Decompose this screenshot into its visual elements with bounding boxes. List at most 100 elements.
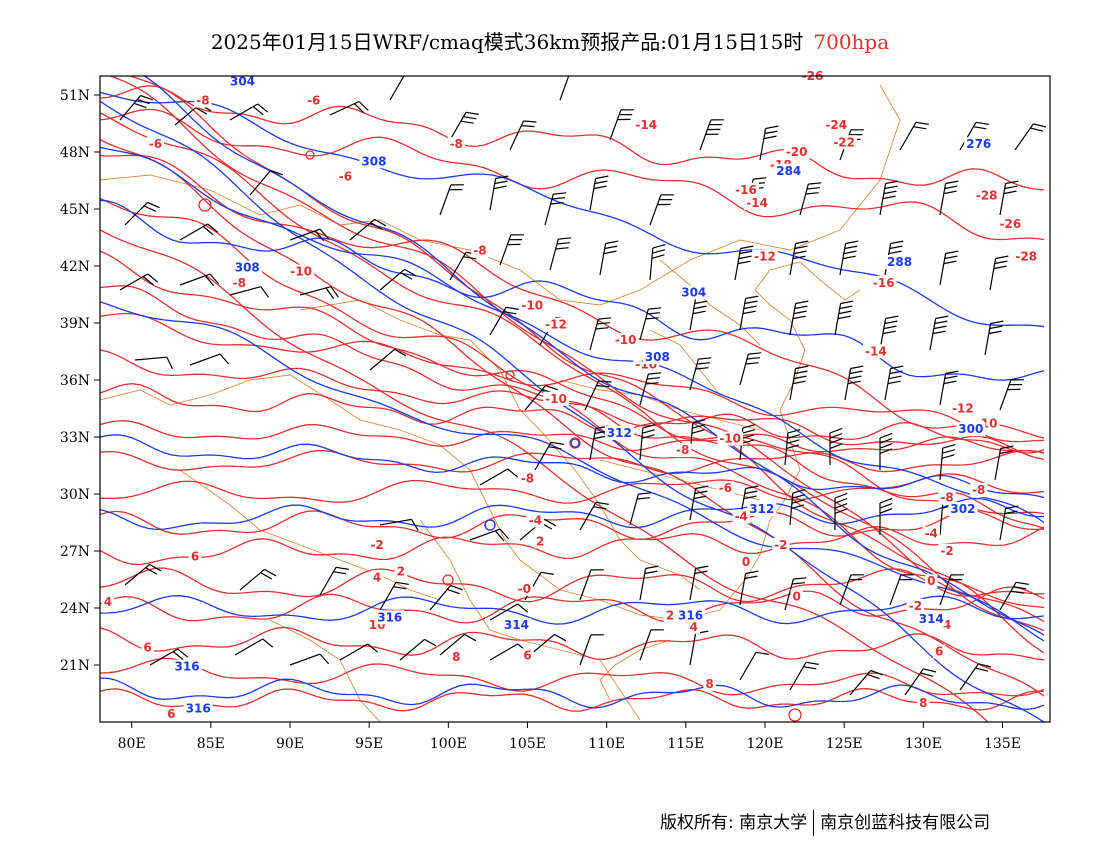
temperature-label-bg: [146, 137, 164, 152]
longitude-axis: 80E 85E 90E 95E 100E 105E 110E 115E 120E 125E 130E…: [118, 722, 1021, 752]
wind-barb-feather: [793, 310, 807, 315]
lat-tick-label: 24N: [60, 601, 90, 617]
wind-barbs: [119, 76, 1047, 696]
wind-barb-feather: [499, 528, 510, 540]
wind-barb-feather: [795, 365, 809, 370]
wind-barb-feather: [257, 103, 269, 113]
temperature-isotherm: [128, 76, 1045, 654]
temperature-label-bg: [783, 144, 810, 159]
wind-barb-feather: [834, 497, 848, 504]
wind-barb-staff: [499, 234, 512, 266]
wind-barb-feather: [945, 180, 959, 185]
border-line: [100, 374, 721, 621]
wind-barb-feather: [645, 382, 659, 385]
wind-barb-feather: [553, 192, 567, 195]
temperature-isotherm: [100, 567, 1044, 603]
wind-barb-feather: [829, 443, 843, 449]
wind-barb-feather: [494, 530, 505, 542]
temperature-label: 6: [143, 641, 151, 655]
height-label-bg: [948, 502, 978, 516]
wind-barb-feather: [808, 182, 822, 185]
temperature-label: -28: [1015, 249, 1037, 263]
wind-barb: [739, 651, 769, 681]
temperature-label: 8: [452, 650, 460, 664]
temperature-label-bg: [230, 275, 248, 290]
title-main: 2025年01月15日WRF/cmaq模式36km预报产品:01月15日15时: [210, 30, 804, 54]
wind-barb: [639, 629, 664, 661]
wind-barb-feather: [692, 419, 706, 424]
temperature-label: -26: [1000, 217, 1022, 231]
wind-barb-feather: [648, 307, 662, 310]
wind-barb-feather: [740, 245, 754, 250]
footer-divider: [813, 810, 815, 836]
wind-barb: [999, 581, 1029, 611]
height-label-bg: [885, 255, 915, 269]
wind-barb-feather: [517, 603, 529, 613]
lat-tick-label: 39N: [60, 316, 90, 332]
wind-barb-staff: [149, 648, 179, 666]
temperature-label: -10: [545, 392, 567, 406]
height-label-bg: [604, 426, 634, 440]
wind-barb: [134, 356, 174, 370]
wind-barb-feather: [598, 380, 612, 383]
wind-barb-feather: [787, 429, 801, 434]
wind-barb-feather: [692, 310, 706, 315]
wind-barb: [339, 643, 379, 661]
title-level: 700hpa: [813, 30, 890, 54]
wind-barb-feather: [737, 260, 751, 265]
wind-barb-staff: [439, 184, 452, 216]
latitude-axis: 51N 48N 45N 42N 39N 36N 33N 30N 27N 24N 21N: [60, 88, 100, 674]
wind-barb: [759, 125, 779, 161]
lat-tick-label: 27N: [60, 544, 90, 560]
temperature-closed-contour: [569, 437, 581, 449]
temperature-label-bg: [917, 695, 930, 710]
wind-barb-staff: [689, 568, 697, 601]
wind-barb: [449, 111, 479, 141]
temperature-label: 0: [742, 555, 750, 569]
wind-barb: [649, 244, 666, 281]
temperature-label-bg: [870, 275, 897, 290]
temperature-label-bg: [368, 538, 386, 553]
wind-barb-feather: [353, 103, 365, 114]
wind-barb: [834, 300, 854, 336]
temperature-label: -2: [370, 538, 383, 552]
wind-barb-feather: [755, 651, 769, 655]
wind-barb-feather: [636, 497, 650, 500]
wind-barb: [534, 441, 564, 471]
wind-barb-staff: [174, 103, 200, 126]
wind-barb-staff: [349, 218, 375, 241]
lon-tick-label: 100E: [430, 736, 467, 752]
wind-barb: [559, 76, 570, 101]
wind-barb-feather: [883, 325, 897, 330]
lat-tick-label: 36N: [60, 373, 90, 389]
wind-barb-feather: [943, 380, 957, 385]
lat-tick-label: 21N: [60, 658, 90, 674]
temperature-label: -28: [976, 189, 998, 203]
wind-barb-feather: [595, 327, 609, 330]
wind-barb: [789, 365, 809, 401]
geopotential-height-contour: [100, 595, 1045, 625]
temperature-label-bg: [716, 481, 734, 496]
temperature-isotherm: [100, 312, 1045, 443]
wind-barb-feather: [695, 565, 709, 570]
wind-barb-feather: [463, 256, 477, 260]
wind-barb-staff: [689, 298, 697, 331]
geopotential-height-contour: [100, 301, 1045, 642]
height-label: 302: [950, 502, 975, 516]
wind-barb-feather: [395, 581, 409, 585]
geopotential-height-contour: [100, 199, 1045, 381]
wind-barb-staff: [639, 308, 649, 341]
wind-barb-staff: [229, 286, 262, 296]
height-label: 304: [681, 285, 706, 299]
wind-barb-staff: [599, 243, 607, 276]
temperature-label: -8: [676, 443, 689, 457]
wind-barb-staff: [989, 258, 997, 291]
temperature-label: -8: [196, 94, 209, 108]
height-label-bg: [501, 617, 531, 632]
wind-barb-feather: [839, 305, 853, 310]
wind-barb-staff: [649, 194, 662, 226]
wind-barb-staff: [559, 76, 570, 101]
temperature-isotherm: [100, 473, 1045, 504]
wind-barb: [579, 501, 609, 531]
lon-tick-label: 90E: [276, 736, 304, 752]
